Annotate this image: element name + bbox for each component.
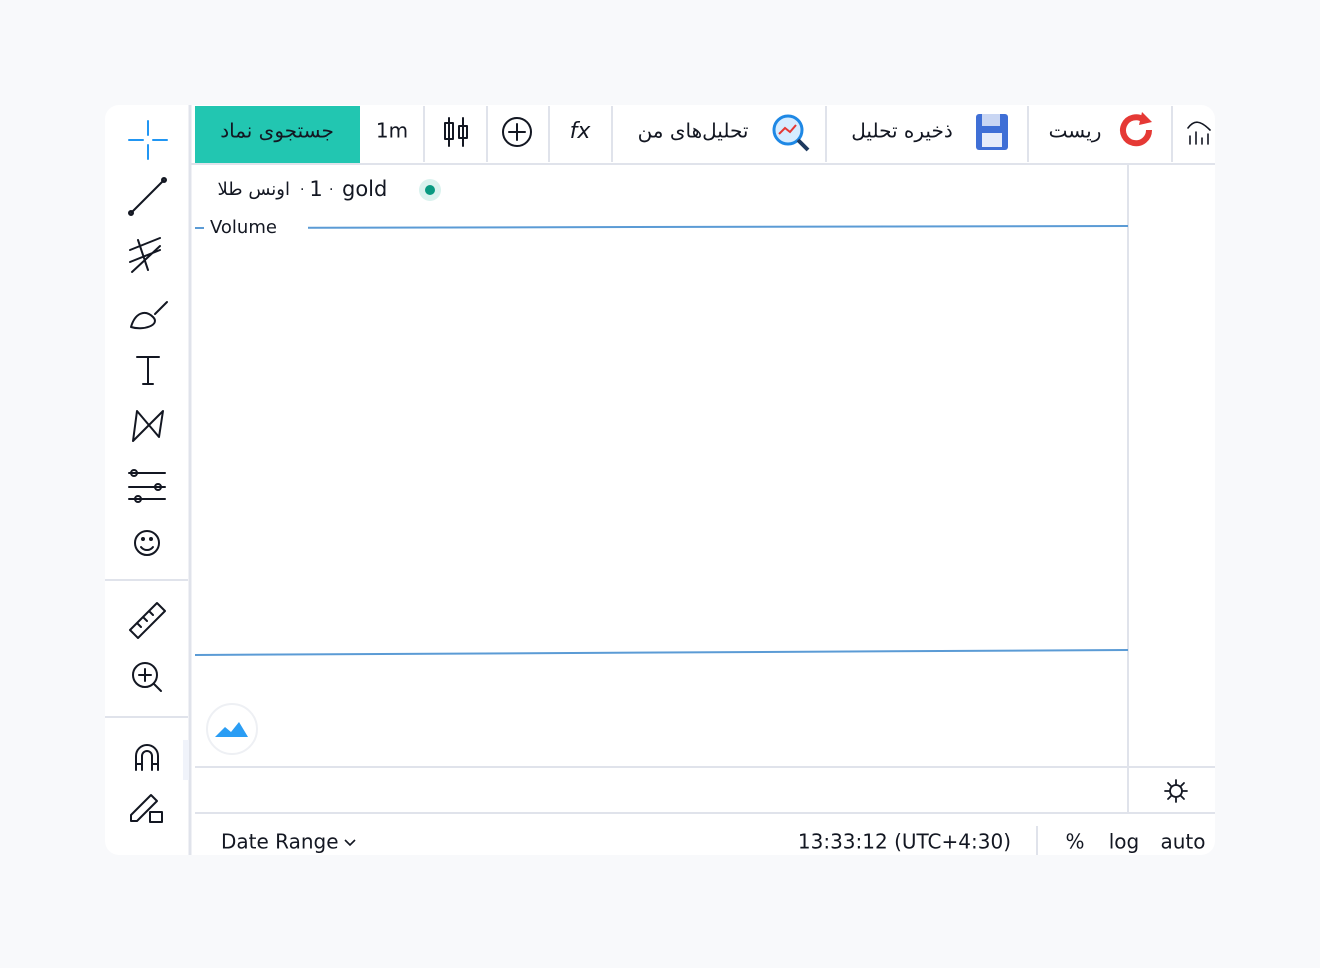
market-status-dot — [425, 185, 435, 195]
fib-tool[interactable] — [129, 237, 161, 273]
reset-button[interactable]: ریست — [1049, 119, 1102, 143]
analyses-icon — [772, 114, 810, 152]
compare-button[interactable] — [502, 117, 532, 147]
separator: · — [300, 182, 304, 198]
legend-symbol: gold — [342, 177, 387, 201]
reset-icon — [1120, 112, 1153, 147]
brush-tool[interactable] — [130, 301, 168, 330]
drawn-line[interactable] — [194, 649, 1129, 656]
clock: 13:33:12 (UTC+4:30) — [798, 830, 1011, 854]
auto-toggle[interactable]: auto — [1160, 830, 1205, 854]
collapse-handle[interactable] — [183, 740, 189, 780]
lock-draw-tool[interactable] — [130, 794, 163, 823]
trendline-tool[interactable] — [128, 177, 167, 216]
my-analyses-button[interactable]: تحلیل‌های من — [638, 119, 749, 143]
pattern-tool[interactable] — [132, 410, 164, 442]
more-button[interactable] — [1187, 121, 1211, 145]
indicators-button[interactable]: fx — [570, 119, 592, 144]
date-range-button[interactable]: Date Range — [221, 830, 339, 854]
volume-legend-name: Volume — [210, 217, 277, 238]
chevron — [344, 839, 356, 847]
chart-card — [105, 105, 1215, 855]
text-tool[interactable] — [136, 356, 160, 385]
emoji-tool[interactable] — [134, 530, 160, 556]
crosshair-tool[interactable] — [128, 120, 168, 160]
symbol-search-button[interactable] — [195, 106, 360, 163]
top-toolbar: جستجوی نماد 1m fx تحلیل‌های من ذخیره تحل… — [190, 106, 1215, 165]
overlay — [194, 216, 1129, 656]
log-toggle[interactable]: log — [1109, 830, 1140, 854]
symbol-search-label: جستجوی نماد — [220, 119, 334, 143]
left-toolbar — [105, 105, 192, 855]
ruler-tool[interactable] — [129, 602, 166, 639]
percent-toggle[interactable]: % — [1065, 830, 1084, 854]
zoom-tool[interactable] — [132, 662, 162, 692]
legend-interval: 1 — [309, 177, 322, 201]
symbol-name: اونس طلا — [218, 179, 290, 200]
volume-legend-bg — [204, 216, 308, 240]
prediction-tool[interactable] — [128, 469, 166, 503]
drawn-line[interactable] — [194, 225, 1129, 229]
settings-button[interactable] — [1164, 779, 1188, 803]
save-icon — [976, 114, 1008, 150]
interval-button[interactable]: 1m — [376, 119, 408, 143]
footer: Date Range 13:33:12 (UTC+4:30) % log aut… — [221, 826, 1206, 855]
legend: اونس طلا · 1 · gold Volume — [210, 177, 441, 238]
logo-badge[interactable] — [206, 703, 258, 755]
separator: · — [329, 182, 333, 198]
magnet-tool[interactable] — [135, 744, 159, 771]
save-analysis-button[interactable]: ذخیره تحلیل — [851, 119, 952, 143]
chart-type-button[interactable] — [444, 117, 468, 147]
